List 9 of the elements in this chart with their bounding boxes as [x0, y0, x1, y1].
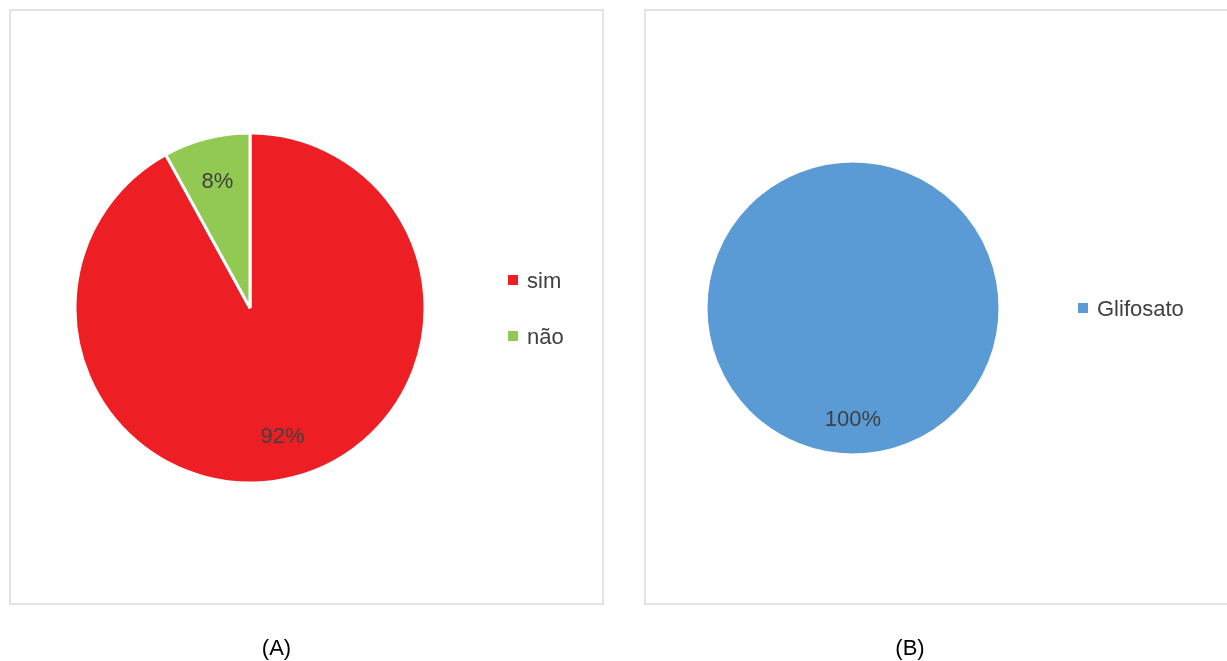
- text: (B): [895, 634, 925, 660]
- pie-slice: [73, 131, 427, 485]
- data-label: 8%: [201, 168, 234, 194]
- data-label: 92%: [260, 422, 305, 448]
- legend-label: não: [527, 323, 564, 349]
- legend-label: Glifosato: [1097, 295, 1184, 321]
- data-label: 100%: [824, 405, 882, 431]
- legend-label: sim: [527, 267, 562, 293]
- text: (A): [261, 634, 292, 660]
